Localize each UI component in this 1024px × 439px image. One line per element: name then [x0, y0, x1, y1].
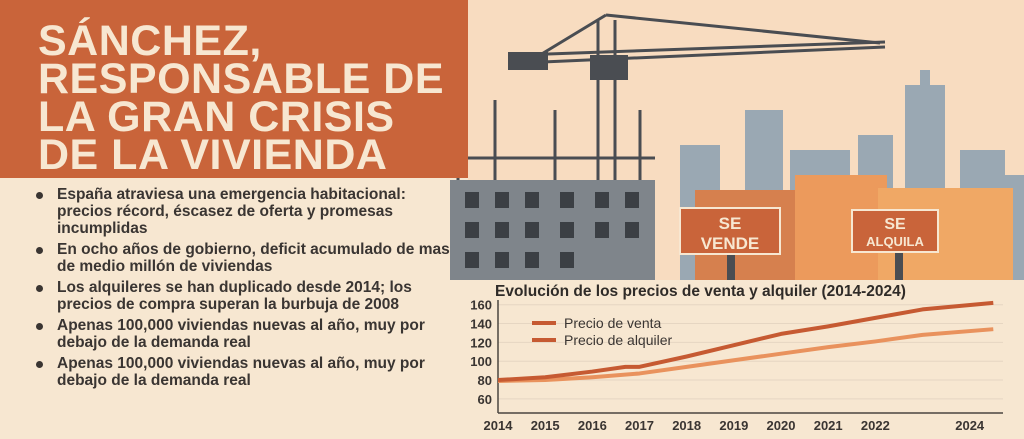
y-tick-label: 160 [470, 298, 492, 313]
bullet-item: España atraviesa una emergencia habitaci… [30, 186, 450, 237]
y-tick-label: 100 [470, 354, 492, 369]
bullet-item: En ocho años de gobierno, deficit acumul… [30, 241, 450, 275]
bullet-item: Apenas 100,000 viviendas nuevas al año, … [30, 355, 450, 389]
chart-title: Evolución de los precios de venta y alqu… [495, 283, 906, 300]
sign-rent-line2: ALQUILA [866, 234, 924, 249]
y-tick-label: 60 [478, 392, 492, 407]
headline-line: RESPONSABLE DE [38, 55, 445, 103]
bullet-item: Apenas 100,000 viviendas nuevas al año, … [30, 317, 450, 351]
bullet-list: España atraviesa una emergencia habitaci… [30, 186, 450, 393]
x-tick-label: 2014 [484, 418, 514, 433]
x-tick-label: 2024 [955, 418, 985, 433]
x-tick-label: 2018 [672, 418, 701, 433]
series-line-rent [497, 327, 994, 383]
sign-sale-line1: SE [719, 214, 742, 233]
legend-label: Precio de venta [564, 315, 661, 331]
series-line-sale [497, 300, 994, 383]
headline-line: SÁNCHEZ, [38, 17, 262, 65]
legend-label: Precio de alquiler [564, 332, 673, 348]
sign-sale-line2: VENDE [701, 234, 760, 253]
x-tick-label: 2017 [625, 418, 654, 433]
x-tick-label: 2022 [861, 418, 890, 433]
bullet-item: Los alquileres se han duplicado desde 20… [30, 279, 450, 313]
x-tick-label: 2021 [814, 418, 843, 433]
y-tick-label: 80 [478, 373, 492, 388]
headline-line: LA GRAN CRISIS [38, 93, 395, 141]
x-tick-label: 2015 [531, 418, 560, 433]
y-tick-label: 140 [470, 317, 492, 332]
headline: SÁNCHEZ, RESPONSABLE DE LA GRAN CRISIS D… [0, 0, 468, 178]
x-tick-label: 2016 [578, 418, 607, 433]
sign-rent-line1: SE [884, 216, 906, 233]
headline-line: DE LA VIVIENDA [38, 131, 388, 179]
construction-illustration: SE VENDE SE ALQUILA [450, 0, 1024, 285]
x-tick-label: 2020 [767, 418, 796, 433]
y-tick-label: 120 [470, 335, 492, 350]
x-tick-label: 2019 [719, 418, 748, 433]
price-chart: 160 140 120 100 80 60 2014 2015 2016 2017 2018 2019… [470, 298, 1003, 433]
